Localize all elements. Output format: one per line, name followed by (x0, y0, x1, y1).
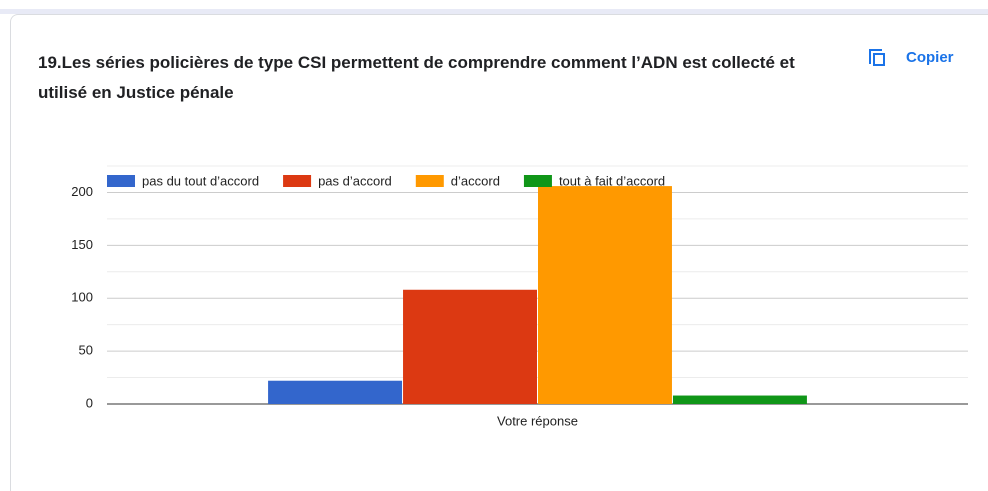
top-strip (0, 0, 988, 14)
legend-swatch (415, 175, 444, 187)
bar (672, 395, 807, 404)
legend-label: tout à fait d’accord (559, 173, 665, 188)
y-tick-label: 50 (79, 343, 93, 358)
legend-swatch (283, 175, 312, 187)
legend-label: pas du tout d’accord (142, 173, 259, 188)
y-tick-label: 200 (71, 184, 93, 199)
copy-icon (869, 49, 885, 66)
legend-label: d’accord (451, 173, 500, 188)
legend-swatch (523, 175, 552, 187)
copy-button[interactable]: Copier (866, 46, 954, 68)
legend-label: pas d’accord (318, 173, 392, 188)
y-tick-label: 150 (71, 237, 93, 252)
bar (538, 186, 672, 404)
card (10, 14, 988, 491)
bar (403, 289, 537, 404)
y-tick-label: 0 (86, 395, 93, 410)
copy-label[interactable]: Copier (906, 48, 954, 66)
x-tick-label: Votre réponse (497, 413, 578, 428)
legend-swatch (107, 175, 135, 187)
bar (268, 380, 403, 404)
chart-title: 19.Les séries policières de type CSI per… (38, 53, 795, 102)
y-tick-label: 100 (71, 290, 93, 305)
